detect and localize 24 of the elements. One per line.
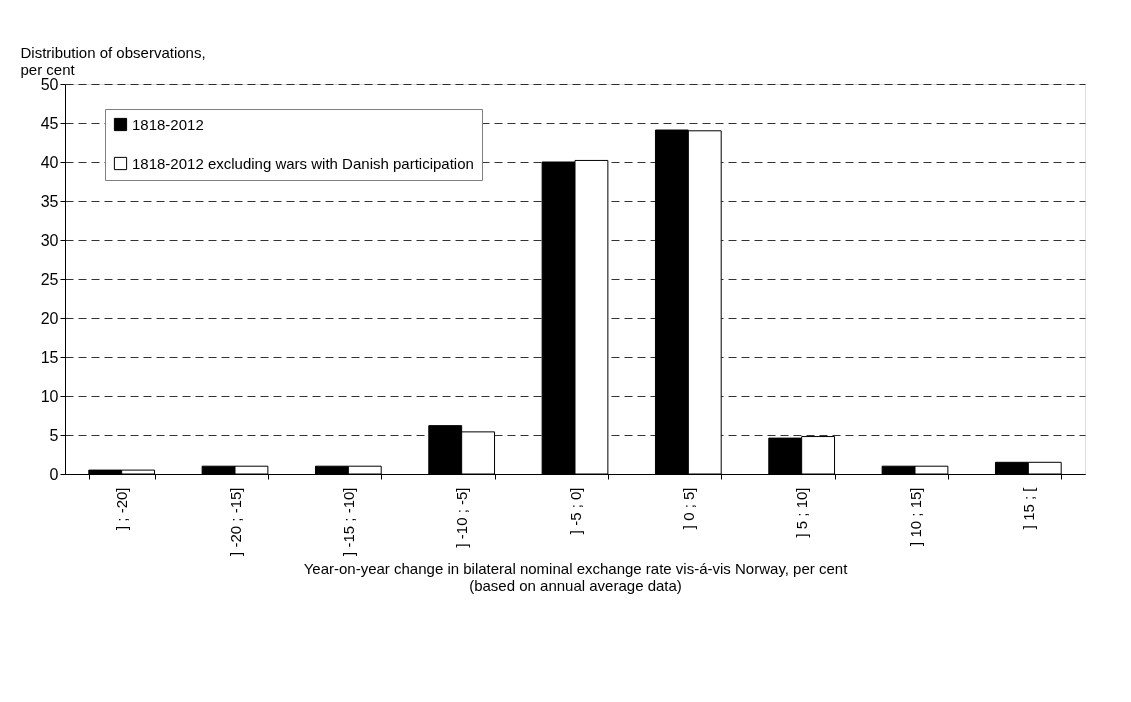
x-tick-label: ] 5 ; 10] xyxy=(793,487,811,538)
y-tick-label: 15 xyxy=(40,348,59,366)
x-tick-label: ] 0 ; 5] xyxy=(679,487,697,530)
y-tick-label: 40 xyxy=(40,153,59,171)
y-tick-label: 35 xyxy=(40,192,59,210)
y-tick-label: 50 xyxy=(40,75,59,93)
y-tick-label: 25 xyxy=(40,270,59,288)
y-tick-label: 20 xyxy=(40,309,59,327)
x-tick-label: ] 10 ; 15] xyxy=(906,487,924,546)
x-tick-label: ] -5 ; 0] xyxy=(566,487,584,535)
x-tick-label: ] -20 ; -15] xyxy=(226,487,244,556)
x-tick-label: ] -10 ; -5] xyxy=(453,487,471,548)
legend-label: 1818-2012 xyxy=(132,115,204,133)
y-tick-label: 45 xyxy=(40,114,59,132)
y-tick-label: 0 xyxy=(49,465,59,483)
y-tick-label: 5 xyxy=(49,426,59,444)
x-tick-label: ] -15 ; -10] xyxy=(339,487,357,556)
y-axis-title: Distribution of observations, per cent xyxy=(20,43,206,78)
x-axis-title: Year-on-year change in bilateral nominal exchange rate vis-á-vis Norway, per cent (based on annual average data) xyxy=(303,559,849,594)
x-tick-label: ] 15 ; [ xyxy=(1019,486,1037,530)
y-tick-label: 10 xyxy=(40,387,59,405)
x-tick-label: ] ; -20] xyxy=(113,487,131,531)
legend-label: 1818-2012 excluding wars with Danish participation xyxy=(132,154,474,172)
y-tick-label: 30 xyxy=(40,231,59,249)
